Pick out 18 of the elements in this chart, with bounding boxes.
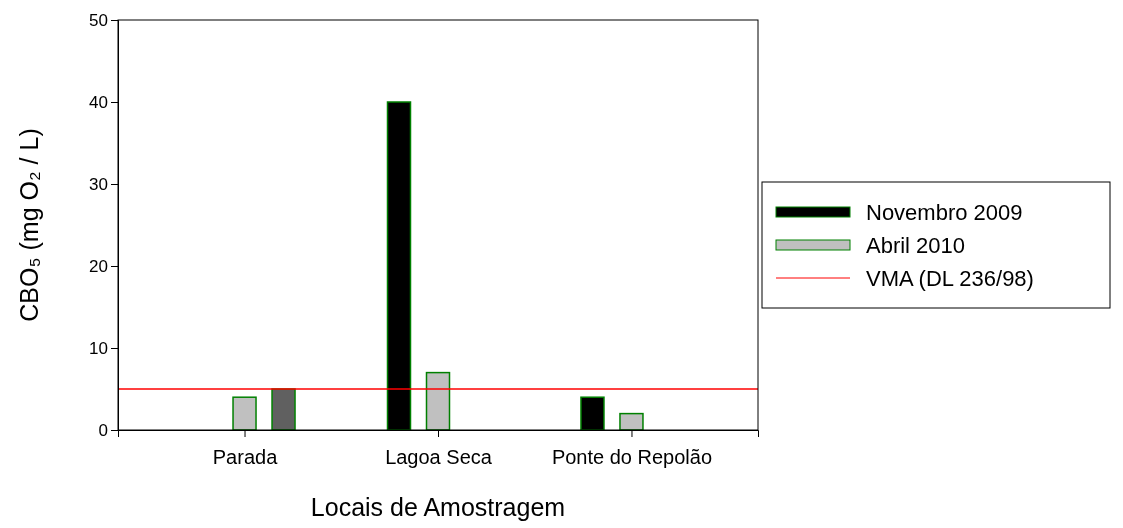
y-tick-label: 40 [89,92,108,112]
y-tick-label: 30 [89,174,108,194]
y-tick-label: 0 [98,420,108,440]
y-tick-label: 20 [89,256,108,276]
legend-label: Novembro 2009 [866,200,1023,225]
legend-label: VMA (DL 236/98) [866,266,1034,291]
y-tick-label: 10 [89,338,108,358]
x-tick-label: Ponte do Repolão [551,446,713,468]
y-axis-title: CBO₅ (mg O₂ / L) [15,128,43,322]
x-tick-label: Lagoa Seca [385,446,493,468]
bar [271,388,296,431]
bar [425,371,451,431]
bar [232,396,257,431]
y-tick-label: 50 [89,10,108,30]
x-axis-title: Locais de Amostragem [310,493,566,521]
legend-label: Abril 2010 [866,233,966,258]
bar [619,412,644,431]
x-tick-label: Parada [212,446,279,468]
